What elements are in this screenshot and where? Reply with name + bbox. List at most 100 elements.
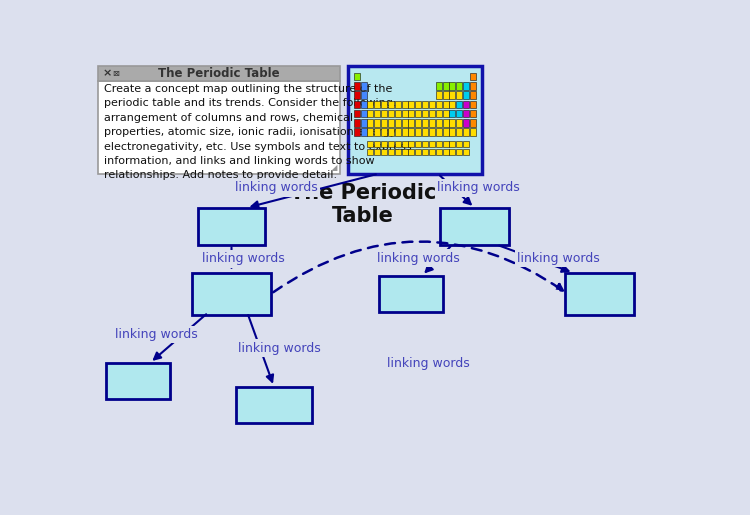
Bar — [442, 110, 448, 117]
Bar — [442, 82, 448, 90]
Bar — [422, 128, 428, 136]
Bar — [416, 110, 422, 117]
Bar — [470, 100, 476, 108]
Bar — [374, 119, 380, 127]
FancyBboxPatch shape — [566, 274, 636, 316]
Bar — [394, 128, 400, 136]
Bar — [408, 119, 414, 127]
Bar — [401, 149, 407, 156]
Bar — [354, 128, 360, 136]
Bar — [436, 91, 442, 99]
Bar — [442, 119, 448, 127]
Bar — [354, 119, 360, 127]
Bar — [388, 141, 394, 147]
Bar — [354, 100, 360, 108]
Bar — [354, 82, 360, 90]
FancyBboxPatch shape — [98, 81, 340, 174]
Bar — [401, 141, 407, 147]
Bar — [354, 110, 360, 117]
Bar — [381, 141, 387, 147]
Bar — [442, 128, 448, 136]
Bar — [354, 73, 360, 80]
Bar — [381, 110, 387, 117]
Text: linking words: linking words — [386, 357, 470, 370]
Bar — [463, 100, 469, 108]
Bar — [408, 110, 414, 117]
Text: linking words: linking words — [437, 181, 520, 194]
Bar — [449, 119, 455, 127]
Bar — [463, 119, 469, 127]
Text: The Periodic Table: The Periodic Table — [158, 67, 280, 80]
Bar — [456, 91, 462, 99]
Bar — [456, 110, 462, 117]
Bar — [368, 149, 374, 156]
Bar — [381, 149, 387, 156]
Bar — [422, 149, 428, 156]
Bar — [436, 100, 442, 108]
Bar — [401, 128, 407, 136]
Bar — [456, 128, 462, 136]
Bar — [361, 82, 367, 90]
Text: linking words: linking words — [518, 252, 600, 265]
Bar — [381, 100, 387, 108]
FancyBboxPatch shape — [565, 273, 634, 315]
Bar — [429, 141, 435, 147]
Text: linking words: linking words — [202, 252, 285, 265]
Bar — [388, 100, 394, 108]
Bar — [449, 91, 455, 99]
Bar — [449, 100, 455, 108]
Bar — [408, 100, 414, 108]
Bar — [470, 110, 476, 117]
Bar — [422, 119, 428, 127]
Bar — [470, 91, 476, 99]
FancyBboxPatch shape — [440, 208, 509, 245]
Bar — [436, 119, 442, 127]
Bar — [429, 128, 435, 136]
Bar — [470, 82, 476, 90]
Bar — [368, 141, 374, 147]
Bar — [442, 149, 448, 156]
Bar — [416, 149, 422, 156]
Bar — [416, 141, 422, 147]
Bar — [408, 149, 414, 156]
Bar — [374, 149, 380, 156]
Text: Create a concept map outlining the structure of the
periodic table and its trend: Create a concept map outlining the struc… — [104, 84, 412, 180]
Bar — [374, 100, 380, 108]
Bar — [429, 110, 435, 117]
Bar — [463, 110, 469, 117]
FancyBboxPatch shape — [198, 208, 265, 245]
Bar — [456, 141, 462, 147]
Bar — [416, 100, 422, 108]
Bar — [374, 141, 380, 147]
FancyBboxPatch shape — [348, 66, 482, 174]
Bar — [354, 91, 360, 99]
Bar — [456, 100, 462, 108]
Bar — [381, 119, 387, 127]
Bar — [361, 128, 367, 136]
Text: ⊠: ⊠ — [112, 69, 119, 78]
Bar — [408, 141, 414, 147]
Bar — [429, 149, 435, 156]
Bar — [368, 110, 374, 117]
Bar — [456, 82, 462, 90]
Bar — [429, 119, 435, 127]
Bar — [401, 100, 407, 108]
Bar — [368, 119, 374, 127]
Bar — [429, 100, 435, 108]
Bar — [449, 149, 455, 156]
Bar — [449, 110, 455, 117]
FancyBboxPatch shape — [192, 273, 271, 315]
Text: linking words: linking words — [115, 328, 197, 341]
FancyBboxPatch shape — [108, 364, 172, 401]
Bar — [368, 128, 374, 136]
Bar — [374, 128, 380, 136]
Bar — [456, 149, 462, 156]
Bar — [442, 141, 448, 147]
Bar — [422, 100, 428, 108]
Text: linking words: linking words — [376, 252, 460, 265]
Bar — [416, 128, 422, 136]
Bar — [463, 128, 469, 136]
Bar — [442, 91, 448, 99]
Bar — [422, 141, 428, 147]
Bar — [416, 119, 422, 127]
